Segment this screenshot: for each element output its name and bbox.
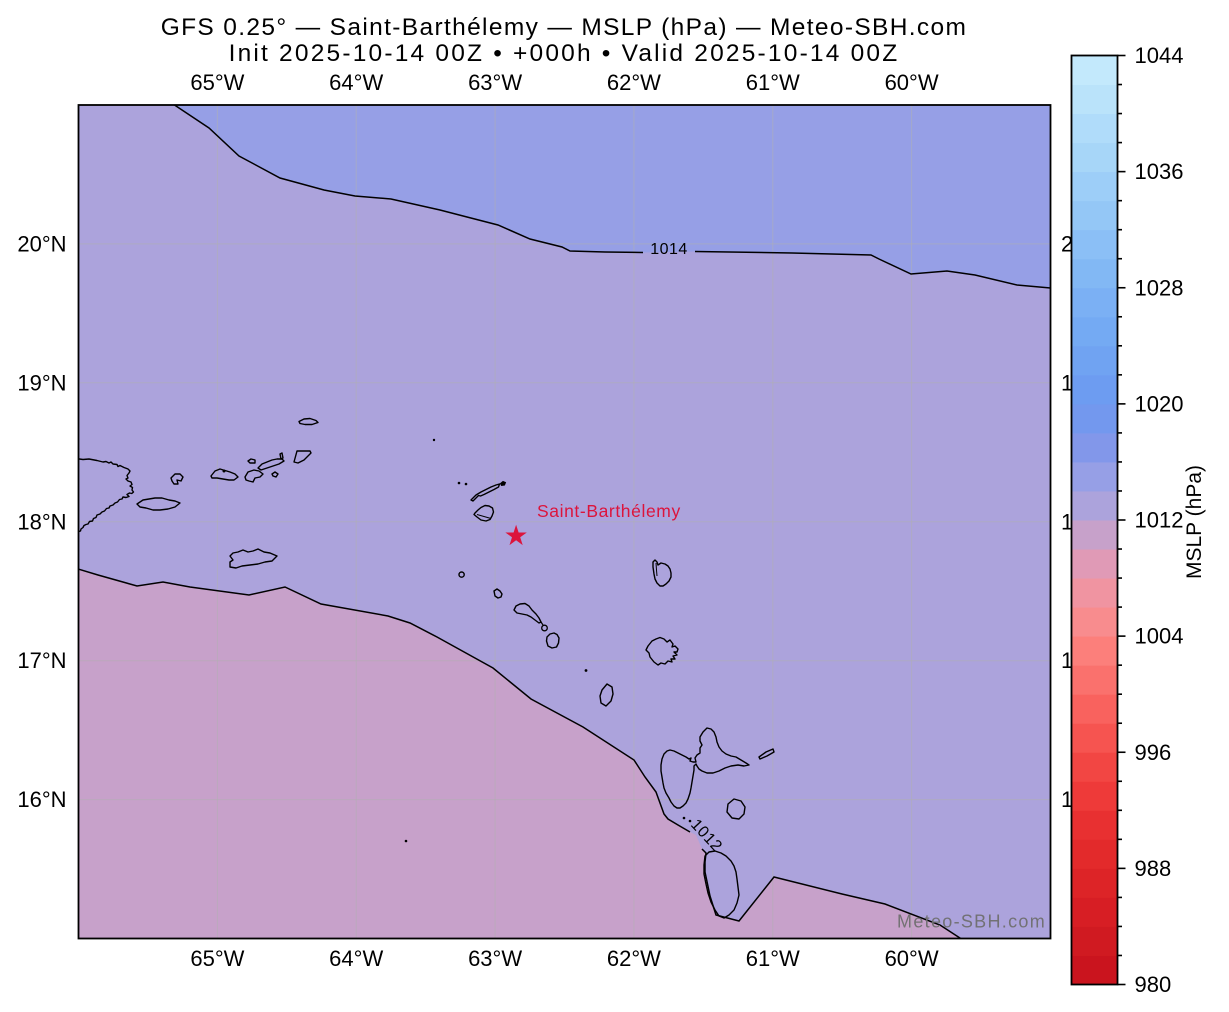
svg-text:64°W: 64°W bbox=[329, 70, 383, 95]
svg-text:Saint-Barthélemy: Saint-Barthélemy bbox=[537, 501, 681, 521]
svg-text:996: 996 bbox=[1135, 740, 1172, 765]
svg-text:18°N: 18°N bbox=[17, 509, 66, 534]
svg-text:62°W: 62°W bbox=[607, 946, 661, 971]
svg-text:1020: 1020 bbox=[1135, 391, 1184, 416]
svg-text:Meteo-SBH.com: Meteo-SBH.com bbox=[897, 912, 1046, 932]
svg-text:65°W: 65°W bbox=[190, 70, 244, 95]
svg-text:65°W: 65°W bbox=[190, 946, 244, 971]
svg-text:1044: 1044 bbox=[1135, 43, 1184, 68]
svg-text:16°N: 16°N bbox=[17, 787, 66, 812]
svg-text:GFS 0.25° — Saint-Barthélemy —: GFS 0.25° — Saint-Barthélemy — MSLP (hPa… bbox=[161, 14, 968, 41]
svg-text:1012: 1012 bbox=[1135, 508, 1184, 533]
svg-text:19°N: 19°N bbox=[17, 370, 66, 395]
svg-text:64°W: 64°W bbox=[329, 946, 383, 971]
svg-text:980: 980 bbox=[1135, 972, 1172, 997]
svg-text:61°W: 61°W bbox=[746, 946, 800, 971]
svg-text:20°N: 20°N bbox=[17, 231, 66, 256]
svg-text:MSLP (hPa): MSLP (hPa) bbox=[1183, 465, 1206, 579]
svg-text:1014: 1014 bbox=[650, 241, 688, 258]
svg-text:60°W: 60°W bbox=[885, 946, 939, 971]
svg-text:Init 2025-10-14 00Z • +000h •: Init 2025-10-14 00Z • +000h • Valid 2025… bbox=[229, 40, 900, 67]
svg-text:62°W: 62°W bbox=[607, 70, 661, 95]
svg-text:17°N: 17°N bbox=[17, 648, 66, 673]
svg-text:60°W: 60°W bbox=[885, 70, 939, 95]
svg-text:1004: 1004 bbox=[1135, 624, 1184, 649]
svg-text:988: 988 bbox=[1135, 856, 1172, 881]
svg-text:63°W: 63°W bbox=[468, 946, 522, 971]
svg-text:1028: 1028 bbox=[1135, 275, 1184, 300]
svg-text:63°W: 63°W bbox=[468, 70, 522, 95]
svg-text:1036: 1036 bbox=[1135, 159, 1184, 184]
svg-text:61°W: 61°W bbox=[746, 70, 800, 95]
